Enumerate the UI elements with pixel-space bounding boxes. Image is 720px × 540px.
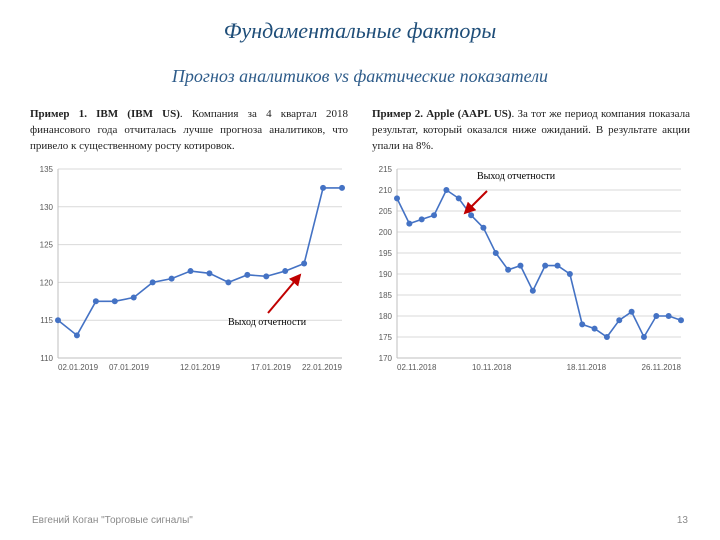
charts-row: 110 115 120 125 130 135 02.01.2019 07.01.2019 12… bbox=[0, 155, 720, 378]
svg-text:125: 125 bbox=[40, 240, 54, 249]
svg-text:18.11.2018: 18.11.2018 bbox=[567, 363, 607, 372]
svg-text:215: 215 bbox=[379, 165, 393, 174]
svg-text:130: 130 bbox=[40, 203, 54, 212]
svg-text:115: 115 bbox=[40, 316, 53, 325]
svg-text:180: 180 bbox=[379, 312, 393, 321]
chart2-annotation: Выход отчетности bbox=[477, 171, 555, 182]
svg-text:195: 195 bbox=[379, 249, 393, 258]
right-column: Пример 2. Apple (AAPL US). За тот же пер… bbox=[372, 107, 690, 155]
chart-ibm: 110 115 120 125 130 135 02.01.2019 07.01.2019 12… bbox=[28, 163, 348, 378]
svg-text:205: 205 bbox=[379, 207, 393, 216]
svg-text:120: 120 bbox=[40, 278, 54, 287]
svg-text:200: 200 bbox=[379, 228, 393, 237]
svg-text:07.01.2019: 07.01.2019 bbox=[109, 363, 150, 372]
svg-text:110: 110 bbox=[40, 354, 53, 363]
chart-aapl-wrap: 170 175 180 185 190 195 200 205 210 215 02.11.2018… bbox=[367, 163, 692, 378]
svg-text:210: 210 bbox=[379, 186, 393, 195]
chart-ibm-wrap: 110 115 120 125 130 135 02.01.2019 07.01.2019 12… bbox=[28, 163, 353, 378]
left-para-bold: Пример 1. IBM (IBM US) bbox=[30, 108, 180, 120]
text-columns: Пример 1. IBM (IBM US). Компания за 4 кв… bbox=[0, 87, 720, 155]
svg-text:135: 135 bbox=[40, 165, 54, 174]
right-para-bold: Пример 2. Apple (AAPL US) bbox=[372, 108, 512, 120]
footer-author: Евгений Коган "Торговые сигналы" bbox=[32, 515, 193, 526]
svg-text:170: 170 bbox=[379, 354, 393, 363]
svg-text:02.11.2018: 02.11.2018 bbox=[397, 363, 437, 372]
right-paragraph: Пример 2. Apple (AAPL US). За тот же пер… bbox=[372, 107, 690, 155]
svg-text:175: 175 bbox=[379, 333, 393, 342]
svg-text:12.01.2019: 12.01.2019 bbox=[180, 363, 221, 372]
svg-text:22.01.2019: 22.01.2019 bbox=[302, 363, 343, 372]
svg-text:10.11.2018: 10.11.2018 bbox=[472, 363, 512, 372]
svg-text:17.01.2019: 17.01.2019 bbox=[251, 363, 292, 372]
page-number: 13 bbox=[677, 515, 688, 526]
left-paragraph: Пример 1. IBM (IBM US). Компания за 4 кв… bbox=[30, 107, 348, 155]
svg-text:190: 190 bbox=[379, 270, 393, 279]
chart1-annotation: Выход отчетности bbox=[228, 317, 306, 328]
page-subtitle: Прогноз аналитиков vs фактические показа… bbox=[0, 44, 720, 87]
left-column: Пример 1. IBM (IBM US). Компания за 4 кв… bbox=[30, 107, 348, 155]
chart-aapl: 170 175 180 185 190 195 200 205 210 215 02.11.2018… bbox=[367, 163, 687, 378]
svg-text:02.01.2019: 02.01.2019 bbox=[58, 363, 99, 372]
svg-text:26.11.2018: 26.11.2018 bbox=[642, 363, 682, 372]
page-title: Фундаментальные факторы bbox=[0, 0, 720, 44]
svg-text:185: 185 bbox=[379, 291, 393, 300]
